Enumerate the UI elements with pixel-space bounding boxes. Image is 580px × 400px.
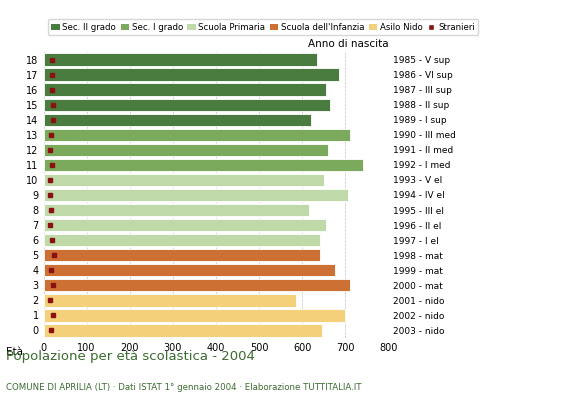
Bar: [44, 219, 326, 231]
Bar: [44, 53, 317, 66]
Text: COMUNE DI APRILIA (LT) · Dati ISTAT 1° gennaio 2004 · Elaborazione TUTTITALIA.IT: COMUNE DI APRILIA (LT) · Dati ISTAT 1° g…: [6, 383, 361, 392]
Bar: [44, 68, 339, 81]
Bar: [44, 129, 350, 141]
Bar: [44, 324, 322, 337]
Text: Anno di nascita: Anno di nascita: [308, 39, 389, 49]
Bar: [44, 189, 347, 201]
Bar: [44, 159, 362, 171]
Bar: [44, 234, 320, 246]
Bar: [44, 294, 296, 306]
Bar: [44, 114, 311, 126]
Bar: [44, 249, 320, 261]
Bar: [44, 174, 324, 186]
Bar: [44, 144, 328, 156]
Legend: Sec. II grado, Sec. I grado, Scuola Primaria, Scuola dell'Infanzia, Asilo Nido, : Sec. II grado, Sec. I grado, Scuola Prim…: [48, 19, 478, 35]
Bar: [44, 204, 309, 216]
Bar: [44, 98, 331, 111]
Bar: [44, 279, 350, 292]
Bar: [44, 264, 335, 276]
Bar: [44, 309, 346, 322]
Text: Popolazione per età scolastica - 2004: Popolazione per età scolastica - 2004: [6, 350, 255, 363]
Bar: [44, 84, 326, 96]
Text: Età: Età: [6, 346, 23, 356]
